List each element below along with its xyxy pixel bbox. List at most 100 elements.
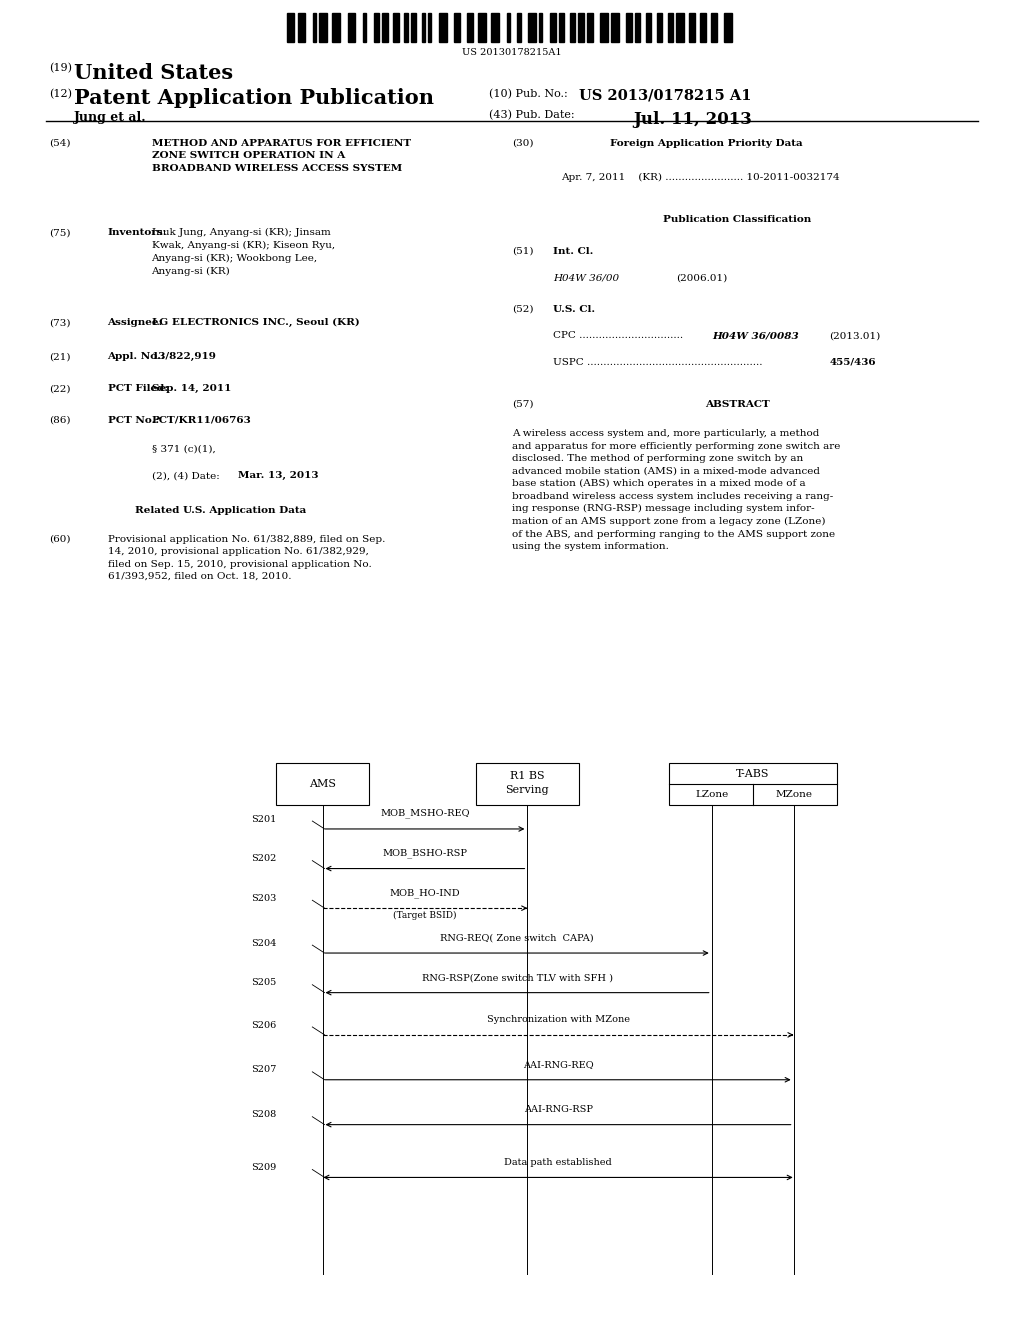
Text: (10) Pub. No.:: (10) Pub. No.: [489, 88, 568, 99]
Text: Apr. 7, 2011    (KR) ........................ 10-2011-0032174: Apr. 7, 2011 (KR) ......................… [561, 173, 840, 182]
Text: S208: S208 [251, 1110, 276, 1119]
Bar [383, 13, 388, 42]
Text: Jul. 11, 2013: Jul. 11, 2013 [633, 111, 752, 128]
Bar [298, 13, 305, 42]
Text: § 371 (c)(1),: § 371 (c)(1), [152, 445, 215, 454]
Text: AAI-RNG-REQ: AAI-RNG-REQ [523, 1060, 593, 1069]
Bar [287, 13, 294, 42]
Bar [611, 13, 618, 42]
Text: Serving: Serving [506, 785, 549, 796]
Text: H04W 36/00: H04W 36/00 [553, 273, 620, 282]
Bar [333, 13, 340, 42]
Text: Mar. 13, 2013: Mar. 13, 2013 [238, 471, 318, 480]
Bar [540, 13, 543, 42]
Bar [362, 13, 367, 42]
Text: PCT No.:: PCT No.: [108, 416, 159, 425]
Text: Inventors:: Inventors: [108, 228, 167, 238]
Text: LZone: LZone [695, 791, 728, 799]
Text: (Target BSID): (Target BSID) [393, 911, 457, 920]
Text: (86): (86) [49, 416, 71, 425]
Bar [374, 13, 379, 42]
Bar [569, 13, 575, 42]
Text: T-ABS: T-ABS [736, 768, 769, 779]
Text: Synchronization with MZone: Synchronization with MZone [486, 1015, 630, 1024]
Text: AMS: AMS [309, 779, 336, 789]
Text: 455/436: 455/436 [829, 358, 877, 367]
Text: Data path established: Data path established [504, 1158, 612, 1167]
Text: Patent Application Publication: Patent Application Publication [74, 88, 434, 108]
Text: CPC ................................: CPC ................................ [553, 331, 683, 341]
Text: (30): (30) [512, 139, 534, 148]
Text: Publication Classification: Publication Classification [664, 215, 811, 224]
Text: United States: United States [74, 63, 232, 83]
Bar [676, 13, 684, 42]
Bar [276, 763, 369, 805]
Bar [422, 13, 425, 42]
Text: Provisional application No. 61/382,889, filed on Sep.
14, 2010, provisional appl: Provisional application No. 61/382,889, … [108, 535, 385, 581]
Text: (19): (19) [49, 63, 72, 74]
Text: Int. Cl.: Int. Cl. [553, 247, 593, 256]
Text: (51): (51) [512, 247, 534, 256]
Bar [313, 13, 316, 42]
Bar [669, 763, 837, 805]
Text: MZone: MZone [775, 791, 812, 799]
Bar [478, 13, 485, 42]
Text: RNG-RSP(Zone switch TLV with SFH ): RNG-RSP(Zone switch TLV with SFH ) [422, 973, 612, 982]
Text: AAI-RNG-RSP: AAI-RNG-RSP [523, 1105, 593, 1114]
Text: PCT/KR11/06763: PCT/KR11/06763 [152, 416, 251, 425]
Text: (52): (52) [512, 305, 534, 314]
Text: U.S. Cl.: U.S. Cl. [553, 305, 595, 314]
Bar [700, 13, 706, 42]
Bar [711, 13, 717, 42]
Text: Inuk Jung, Anyang-si (KR); Jinsam
Kwak, Anyang-si (KR); Kiseon Ryu,
Anyang-si (K: Inuk Jung, Anyang-si (KR); Jinsam Kwak, … [152, 228, 335, 276]
Text: MOB_HO-IND: MOB_HO-IND [390, 888, 460, 898]
Bar [668, 13, 673, 42]
Bar [439, 13, 446, 42]
Bar [600, 13, 608, 42]
Bar [550, 13, 556, 42]
Bar [635, 13, 640, 42]
Text: Foreign Application Priority Data: Foreign Application Priority Data [610, 139, 803, 148]
Bar [476, 763, 579, 805]
Bar [559, 13, 564, 42]
Text: (60): (60) [49, 535, 71, 544]
Text: METHOD AND APPARATUS FOR EFFICIENT
ZONE SWITCH OPERATION IN A
BROADBAND WIRELESS: METHOD AND APPARATUS FOR EFFICIENT ZONE … [152, 139, 411, 173]
Text: S207: S207 [251, 1065, 276, 1074]
Text: S204: S204 [251, 939, 276, 948]
Text: (73): (73) [49, 318, 71, 327]
Text: Sep. 14, 2011: Sep. 14, 2011 [152, 384, 231, 393]
Bar [517, 13, 521, 42]
Text: US 2013/0178215 A1: US 2013/0178215 A1 [579, 88, 751, 103]
Text: (22): (22) [49, 384, 71, 393]
Text: (2013.01): (2013.01) [829, 331, 881, 341]
Text: Assignee:: Assignee: [108, 318, 163, 327]
Bar [507, 13, 510, 42]
Text: (2006.01): (2006.01) [676, 273, 727, 282]
Bar [528, 13, 536, 42]
Bar [428, 13, 431, 42]
Text: Appl. No.:: Appl. No.: [108, 352, 165, 362]
Text: (43) Pub. Date:: (43) Pub. Date: [489, 110, 575, 120]
Text: Related U.S. Application Data: Related U.S. Application Data [134, 506, 306, 515]
Bar [455, 13, 460, 42]
Text: USPC ......................................................: USPC ...................................… [553, 358, 763, 367]
Text: LG ELECTRONICS INC., Seoul (KR): LG ELECTRONICS INC., Seoul (KR) [152, 318, 359, 327]
Bar [587, 13, 593, 42]
Bar [319, 13, 327, 42]
Text: (12): (12) [49, 88, 72, 99]
Text: (2), (4) Date:: (2), (4) Date: [152, 471, 219, 480]
Bar [689, 13, 695, 42]
Text: MOB_MSHO-REQ: MOB_MSHO-REQ [380, 809, 470, 818]
Text: S202: S202 [251, 854, 276, 863]
Text: 13/822,919: 13/822,919 [152, 352, 216, 362]
Bar [579, 13, 584, 42]
Text: S205: S205 [251, 978, 276, 987]
Bar [467, 13, 473, 42]
Text: (75): (75) [49, 228, 71, 238]
Text: R1 BS: R1 BS [510, 771, 545, 781]
Text: S209: S209 [251, 1163, 276, 1172]
Text: S206: S206 [251, 1020, 276, 1030]
Text: US 20130178215A1: US 20130178215A1 [462, 48, 562, 57]
Text: ABSTRACT: ABSTRACT [705, 400, 770, 409]
Text: PCT Filed:: PCT Filed: [108, 384, 168, 393]
